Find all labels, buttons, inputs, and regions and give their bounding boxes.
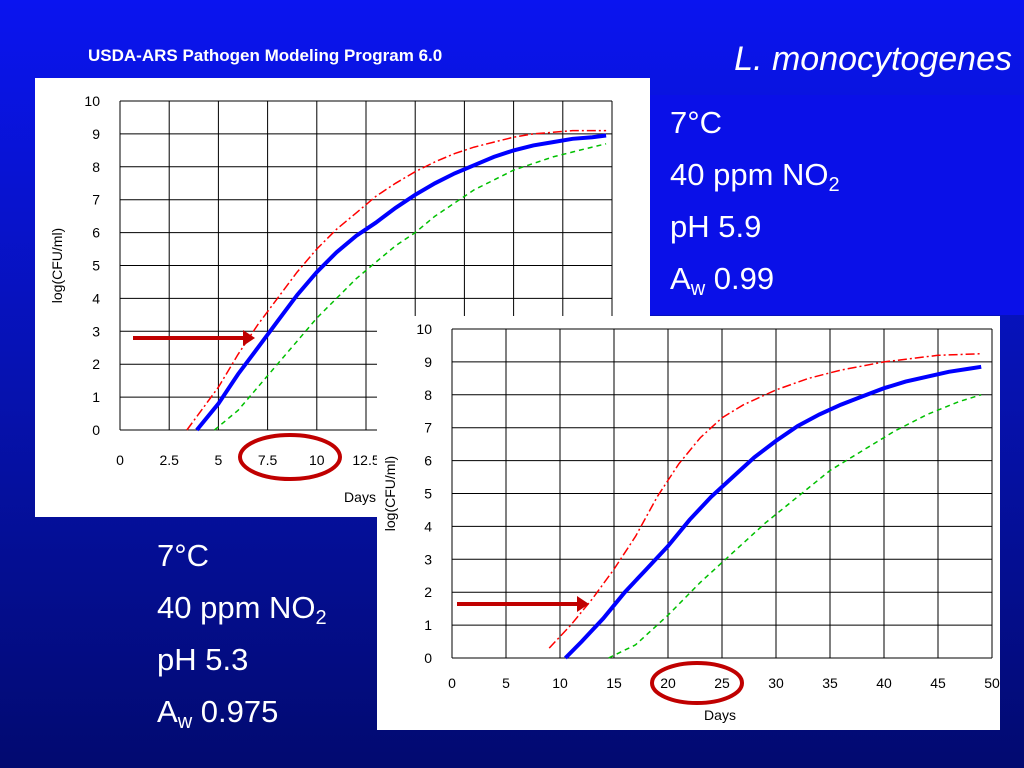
series-line — [214, 143, 607, 431]
series-line — [563, 364, 982, 660]
x-axis-label: Days — [704, 707, 736, 723]
condition-text: 40 ppm NO — [157, 590, 316, 625]
subscript: w — [690, 278, 706, 300]
condition-text: A — [157, 694, 178, 729]
y-tick-label: 9 — [424, 354, 432, 370]
highlight-circle — [650, 661, 744, 705]
series-line — [608, 394, 982, 659]
x-tick-label: 7.5 — [258, 452, 278, 468]
x-tick-label: 5 — [502, 675, 510, 691]
organism: L. monocytogenes — [734, 40, 1012, 78]
x-tick-label: 20 — [660, 675, 676, 691]
condition-line: 7°C — [670, 97, 1024, 149]
y-tick-label: 0 — [92, 422, 100, 438]
y-tick-label: 0 — [424, 650, 432, 666]
condition-line: pH 5.9 — [670, 201, 1024, 253]
y-tick-label: 2 — [424, 584, 432, 600]
x-tick-label: 0 — [448, 675, 456, 691]
x-axis-label: Days — [344, 489, 376, 505]
condition-text: pH 5.9 — [670, 209, 762, 244]
y-tick-label: 6 — [92, 225, 100, 241]
condition-text: 40 ppm NO — [670, 157, 829, 192]
y-tick-label: 1 — [424, 617, 432, 633]
series-line — [186, 129, 607, 431]
x-tick-label: 50 — [984, 675, 1000, 691]
arrow-head — [577, 596, 589, 612]
x-tick-label: 10 — [309, 452, 325, 468]
y-tick-label: 4 — [424, 518, 432, 534]
x-tick-label: 30 — [768, 675, 784, 691]
x-tick-label: 5 — [215, 452, 223, 468]
y-tick-label: 7 — [92, 192, 100, 208]
highlight-circle — [238, 433, 342, 481]
series-line — [548, 352, 982, 649]
condition-line: 7°C — [157, 530, 327, 582]
x-tick-label: 2.5 — [159, 452, 179, 468]
condition-text: 0.99 — [705, 261, 775, 296]
y-tick-label: 6 — [424, 453, 432, 469]
x-tick-label: 40 — [876, 675, 892, 691]
x-tick-label: 35 — [822, 675, 838, 691]
y-tick-label: 5 — [424, 486, 432, 502]
condition-text: pH 5.3 — [157, 642, 249, 677]
y-tick-label: 1 — [92, 389, 100, 405]
y-tick-label: 10 — [416, 321, 432, 337]
y-tick-label: 8 — [92, 159, 100, 175]
condition-text: 0.975 — [192, 694, 279, 729]
series-line — [195, 133, 607, 432]
x-tick-label: 15 — [606, 675, 622, 691]
conditions-lower: 7°C 40 ppm NO2 pH 5.3 Aw 0.975 — [157, 530, 327, 738]
y-tick-label: 8 — [424, 387, 432, 403]
condition-text: A — [670, 261, 691, 296]
y-axis-label: log(CFU/ml) — [382, 456, 398, 531]
arrow-head — [243, 330, 255, 346]
condition-text: 7°C — [670, 105, 723, 140]
condition-line: 40 ppm NO2 — [670, 149, 1024, 201]
condition-line: Aw 0.99 — [670, 253, 1024, 305]
subscript: 2 — [315, 607, 327, 629]
x-tick-label: 12.5 — [352, 452, 379, 468]
y-tick-label: 10 — [84, 93, 100, 109]
y-tick-label: 7 — [424, 420, 432, 436]
conditions-upper: 7°C 40 ppm NO2 pH 5.9 Aw 0.99 — [650, 95, 1024, 315]
slide-title: USDA-ARS Pathogen Modeling Program 6.0 — [88, 46, 443, 65]
y-tick-label: 5 — [92, 258, 100, 274]
y-axis-label: log(CFU/ml) — [49, 228, 65, 303]
subscript: w — [177, 711, 193, 733]
subscript: 2 — [828, 174, 840, 196]
y-tick-label: 3 — [424, 551, 432, 567]
condition-line: 40 ppm NO2 — [157, 582, 327, 634]
condition-line: Aw 0.975 — [157, 686, 327, 738]
x-tick-label: 25 — [714, 675, 730, 691]
condition-line: pH 5.3 — [157, 634, 327, 686]
y-tick-label: 2 — [92, 356, 100, 372]
x-tick-label: 10 — [552, 675, 568, 691]
x-tick-label: 0 — [116, 452, 124, 468]
condition-text: 7°C — [157, 538, 210, 573]
y-tick-label: 3 — [92, 323, 100, 339]
x-tick-label: 45 — [930, 675, 946, 691]
y-tick-label: 4 — [92, 290, 100, 306]
y-tick-label: 9 — [92, 126, 100, 142]
